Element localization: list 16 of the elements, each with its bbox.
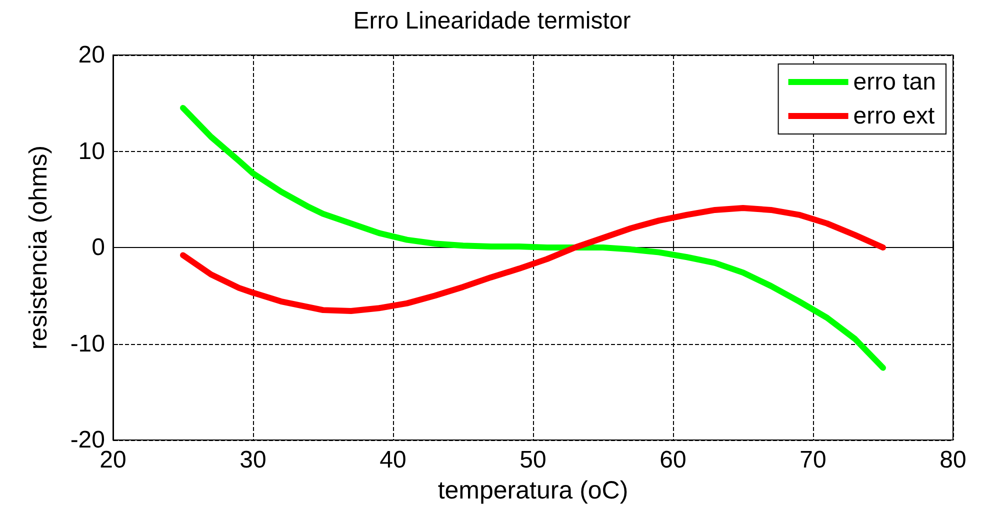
y-axis-title: resistencia (ohms)	[24, 145, 52, 350]
y-tick-label: 20	[78, 42, 105, 68]
y-tick-label: 10	[78, 138, 105, 165]
x-tick-label: 70	[800, 446, 826, 474]
x-tick-label: 80	[940, 446, 966, 474]
chart-title: Erro Linearidade termistor	[353, 8, 631, 34]
y-tick-label: 0	[92, 234, 105, 261]
y-tick-label: -10	[70, 330, 105, 358]
x-tick-label: 60	[660, 446, 686, 474]
legend-label: erro ext	[853, 102, 935, 130]
x-axis-title: temperatura (oC)	[438, 476, 628, 504]
x-tick-label: 40	[380, 446, 406, 474]
x-tick-label: 20	[100, 446, 126, 474]
legend-label: erro tan	[853, 68, 936, 96]
x-tick-label: 50	[520, 446, 546, 474]
x-tick-label: 30	[240, 446, 266, 474]
